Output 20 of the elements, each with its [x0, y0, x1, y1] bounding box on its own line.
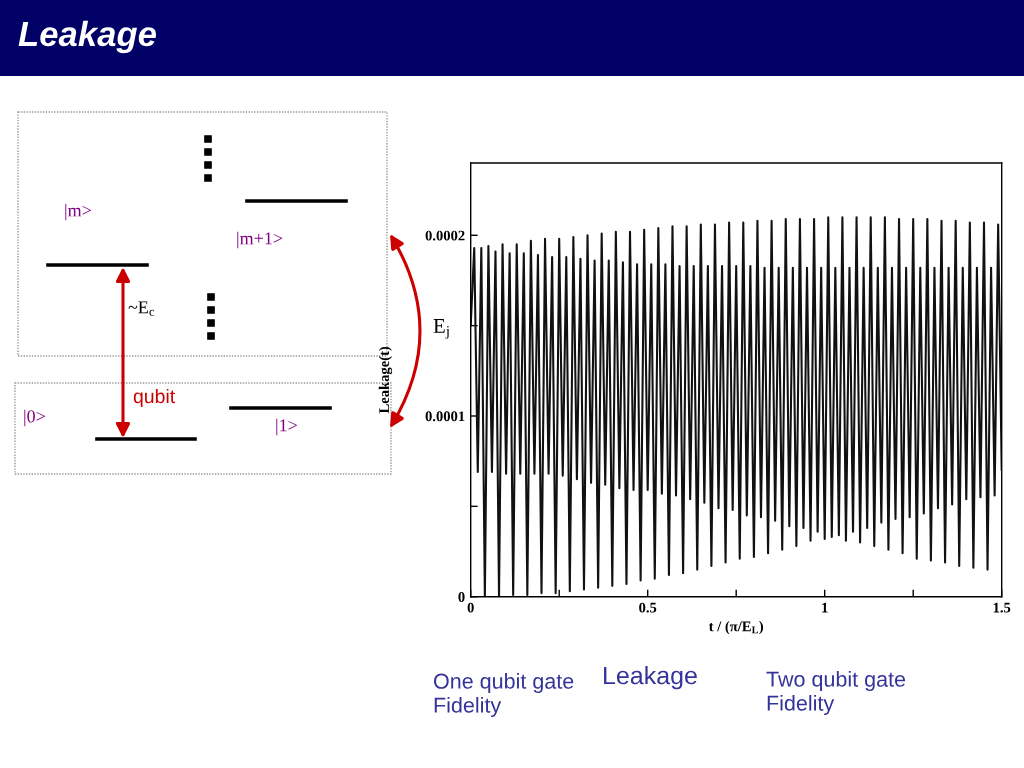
text: |0>: [24, 409, 45, 427]
text: |1>: [276, 418, 297, 436]
text: ~E$_{c}$: [128, 301, 155, 316]
text: qubit: [133, 388, 176, 408]
text: |m>: [65, 203, 91, 221]
text: Leakage: [604, 666, 697, 690]
x-tick-label: 1.5: [993, 602, 1011, 613]
x-axis-title: t / (π/E$_{L}$): [708, 621, 764, 635]
x-tick-label: 1: [822, 602, 828, 613]
y-tick-label: 0: [458, 592, 465, 602]
text: E$_{j}$: [433, 319, 449, 339]
y-tick-label: 0.0001: [425, 411, 465, 422]
y-tick-label: 0.0002: [425, 230, 465, 241]
text: |m+1>: [237, 231, 283, 249]
x-tick-label: 0: [467, 602, 474, 613]
text: Leakage: [18, 20, 157, 54]
x-tick-label: 0.5: [639, 602, 657, 613]
text: One qubit gate Fidelity: [434, 673, 574, 718]
y-axis-title: Leakage(t): [378, 346, 393, 414]
text: Two qubit gate Fidelity: [766, 671, 906, 716]
